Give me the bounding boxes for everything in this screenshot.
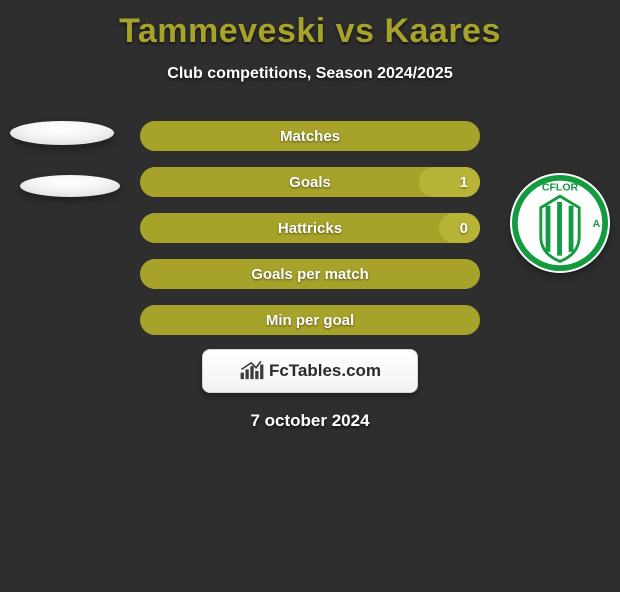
stat-label: Hattricks — [140, 213, 480, 243]
club-crest-icon: CFLOR A — [512, 175, 608, 271]
svg-text:A: A — [593, 218, 601, 230]
stat-row: Min per goal — [140, 305, 480, 335]
left-player-ellipse-2 — [20, 175, 120, 197]
branding-text: FcTables.com — [269, 361, 381, 381]
svg-text:CFLOR: CFLOR — [542, 181, 579, 193]
stat-label: Min per goal — [140, 305, 480, 335]
date-text: 7 october 2024 — [0, 411, 620, 431]
stats-area: CFLOR A Matches Goals 1 Hattricks 0 Goal… — [0, 121, 620, 341]
stat-label: Goals per match — [140, 259, 480, 289]
stat-row: Hattricks 0 — [140, 213, 480, 243]
stat-row: Matches — [140, 121, 480, 151]
stat-rows: Matches Goals 1 Hattricks 0 Goals per ma… — [140, 121, 480, 351]
branding-badge: FcTables.com — [202, 349, 418, 393]
right-club-badge: CFLOR A — [510, 173, 610, 273]
stat-row: Goals 1 — [140, 167, 480, 197]
bar-chart-icon — [239, 360, 265, 382]
left-player-ellipse-1 — [10, 121, 114, 145]
stat-label: Goals — [140, 167, 480, 197]
stat-label: Matches — [140, 121, 480, 151]
subtitle: Club competitions, Season 2024/2025 — [0, 65, 620, 83]
stat-row: Goals per match — [140, 259, 480, 289]
stat-value-right: 1 — [460, 167, 468, 197]
stat-value-right: 0 — [460, 213, 468, 243]
page-title: Tammeveski vs Kaares — [0, 12, 620, 51]
